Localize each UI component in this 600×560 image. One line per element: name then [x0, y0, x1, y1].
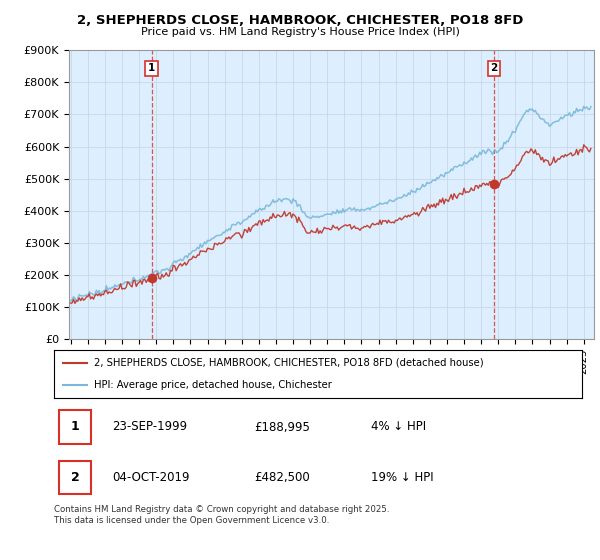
- FancyBboxPatch shape: [59, 410, 91, 444]
- Text: 2: 2: [491, 63, 498, 73]
- Text: 1: 1: [71, 421, 79, 433]
- Text: 19% ↓ HPI: 19% ↓ HPI: [371, 471, 433, 484]
- Text: 2, SHEPHERDS CLOSE, HAMBROOK, CHICHESTER, PO18 8FD (detached house): 2, SHEPHERDS CLOSE, HAMBROOK, CHICHESTER…: [94, 358, 483, 368]
- Text: £188,995: £188,995: [254, 421, 311, 433]
- Text: £482,500: £482,500: [254, 471, 310, 484]
- Text: 2, SHEPHERDS CLOSE, HAMBROOK, CHICHESTER, PO18 8FD: 2, SHEPHERDS CLOSE, HAMBROOK, CHICHESTER…: [77, 14, 523, 27]
- Text: 2: 2: [71, 471, 79, 484]
- Text: Contains HM Land Registry data © Crown copyright and database right 2025.
This d: Contains HM Land Registry data © Crown c…: [54, 505, 389, 525]
- Text: HPI: Average price, detached house, Chichester: HPI: Average price, detached house, Chic…: [94, 380, 331, 390]
- Text: 04-OCT-2019: 04-OCT-2019: [112, 471, 190, 484]
- Text: 4% ↓ HPI: 4% ↓ HPI: [371, 421, 426, 433]
- Text: Price paid vs. HM Land Registry's House Price Index (HPI): Price paid vs. HM Land Registry's House …: [140, 27, 460, 37]
- Text: 23-SEP-1999: 23-SEP-1999: [112, 421, 187, 433]
- Text: 1: 1: [148, 63, 155, 73]
- FancyBboxPatch shape: [59, 460, 91, 494]
